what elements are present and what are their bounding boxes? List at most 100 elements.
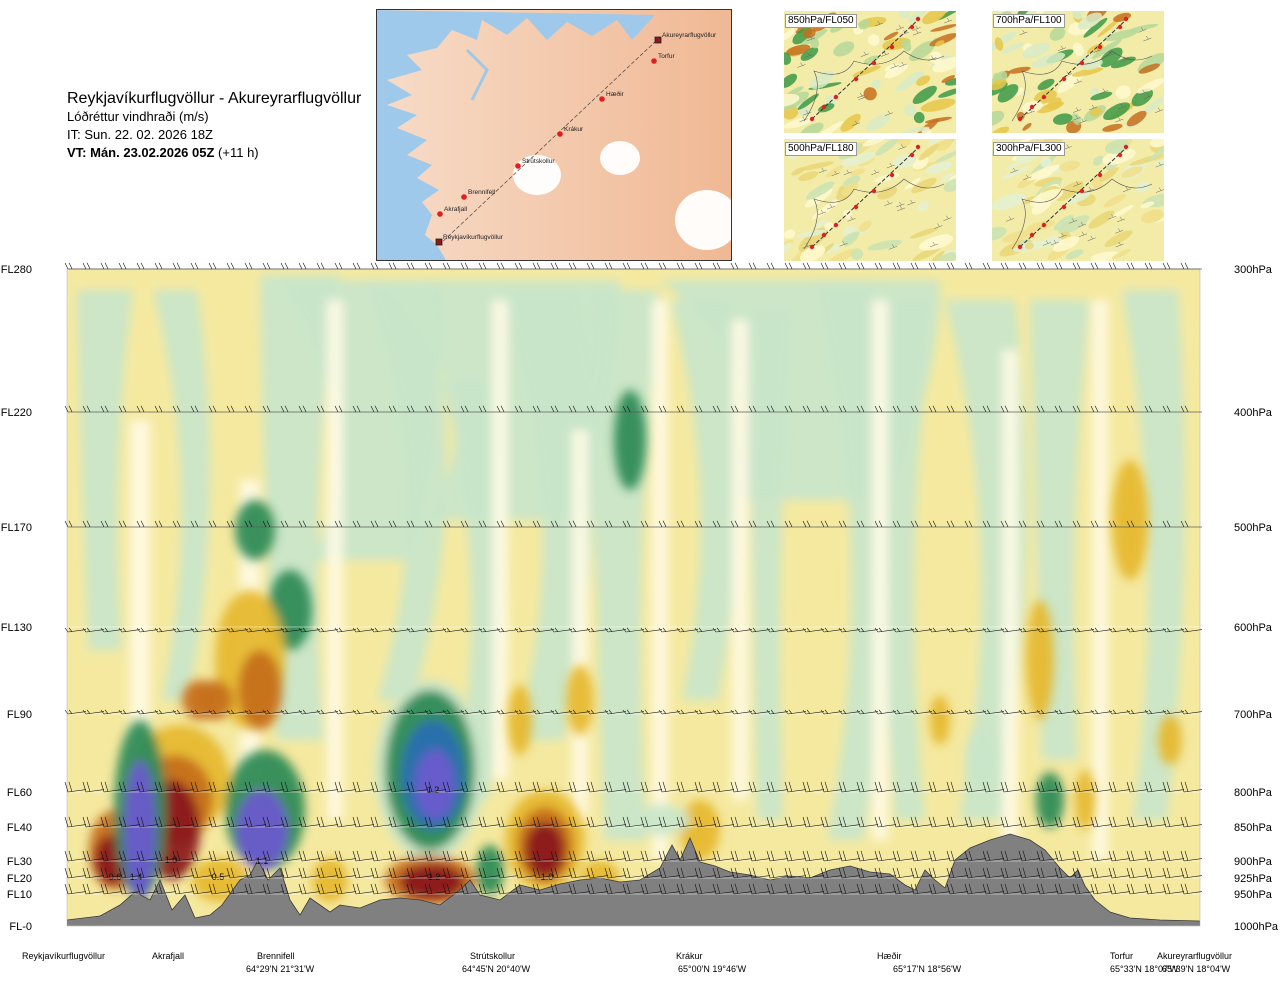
wind-barb [1126,883,1149,895]
wind-barb [172,709,195,715]
wind-barb [676,816,699,828]
wind-barb [1162,627,1185,633]
wind-barb [118,627,141,633]
wind-barb [856,850,879,862]
wind-barb [1072,627,1095,633]
field-cell [580,860,620,900]
wind-barb [244,709,267,715]
field-cells [89,390,1182,905]
wind-barb [136,867,159,879]
wind-barb [442,405,464,413]
wind-barb [640,262,662,270]
station-name: Akureyrarflugvöllur [1157,951,1233,961]
wind-barb [532,883,555,895]
wind-barb [712,781,735,793]
wind-barb [496,627,519,633]
wind-barb [622,627,645,633]
wind-barb [226,850,249,862]
field-cell [144,780,200,880]
wind-barb [154,520,176,528]
wind-barb [838,883,861,895]
wind-barb [280,709,303,715]
wind-barb [100,850,123,862]
wind-barb [748,262,770,270]
wind-barb [334,709,357,715]
wind-barb [316,781,339,793]
contour-value-label: 1.2 [428,872,441,882]
field-bands [77,275,1185,860]
wind-barb [280,883,303,895]
wind-barb [712,262,734,270]
wind-barb [226,816,249,828]
wind-barb [568,816,591,828]
wind-barb [550,883,573,895]
flight-level-label: FL60 [7,787,32,799]
wind-barb [820,781,843,793]
wind-barb [1036,850,1059,862]
field-cell [89,810,141,890]
wind-barb [874,520,896,528]
route-point-label: Akureyrarflugvöllur [662,32,717,39]
wind-barb [1180,262,1202,270]
wind-barb [982,781,1005,793]
wind-barb [280,520,302,528]
wind-barb [262,709,285,715]
wind-barb [928,883,951,895]
wind-barb [730,816,753,828]
wind-barb [478,520,500,528]
wind-barb [1108,867,1131,879]
wind-barb [676,883,699,895]
wind-barb [388,816,411,828]
wind-barb [928,781,951,793]
route-point-marker [599,96,605,102]
field-cell [235,500,275,560]
wind-barb [226,867,249,879]
wind-barb [622,709,645,715]
wind-barb [208,781,231,793]
wind-barb [694,627,717,633]
wind-barb [550,816,573,828]
pressure-level-label: 850hPa [1234,822,1273,834]
wind-barb [478,816,501,828]
wind-barb [604,627,627,633]
wind-barb [316,883,339,895]
wind-barb [118,262,140,270]
wind-barb [244,627,267,633]
wind-barb [280,405,302,413]
wind-barb [892,709,915,715]
wind-barb [172,816,195,828]
wind-barb [1144,520,1166,528]
wind-barb [100,781,123,793]
wind-barb [1054,781,1077,793]
field-cell [966,730,994,790]
wind-barb [604,709,627,715]
wind-barb [964,520,986,528]
wind-barb [280,781,303,793]
wind-barb [1144,262,1166,270]
chart-subtitle: Lóðréttur vindhraði (m/s) [67,109,209,124]
wind-barb [1144,781,1167,793]
wind-barb [460,627,483,633]
wind-barb [406,867,429,879]
wind-barb [820,850,843,862]
wind-barb [1000,405,1022,413]
wind-barb [208,883,231,895]
field-cell [1075,770,1095,830]
wind-barb [406,850,429,862]
wind-barb [676,867,699,879]
wind-barb [316,850,339,862]
wind-barb [532,867,555,879]
wind-barb [172,867,195,879]
wind-barb [442,781,465,793]
contour-value-label: 1.4 [130,872,143,882]
wind-barb [370,781,393,793]
wind-barb [928,405,950,413]
wind-barb [928,627,951,633]
route-point-label: Akrafjall [444,206,468,213]
wind-barb [1000,883,1023,895]
wind-barb [532,520,554,528]
wind-barb [748,405,770,413]
wind-barb [262,262,284,270]
wind-barb [1054,405,1076,413]
wind-barb [262,520,284,528]
